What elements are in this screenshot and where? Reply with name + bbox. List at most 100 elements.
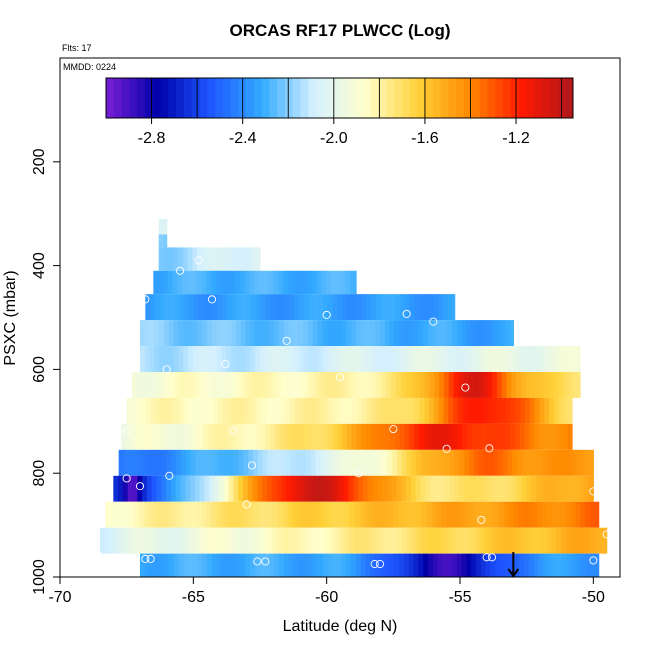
heat-cell <box>287 527 293 554</box>
heat-cell <box>334 449 341 476</box>
heat-cell <box>257 475 263 502</box>
heat-cell <box>250 320 256 347</box>
heat-cell <box>293 553 299 577</box>
heat-cell <box>210 501 217 528</box>
heat-cell <box>482 372 488 398</box>
heat-cell <box>462 397 469 424</box>
heat-cell <box>175 372 181 398</box>
heat-cell <box>248 527 255 554</box>
heat-cell <box>175 475 182 502</box>
heat-cell <box>268 527 274 554</box>
heat-cell <box>531 449 537 476</box>
heat-cell <box>162 527 168 554</box>
heat-cell <box>260 423 266 450</box>
heat-cell <box>302 501 308 528</box>
heat-cell <box>370 423 377 450</box>
heat-cell <box>470 501 476 528</box>
heat-cell <box>376 372 383 398</box>
heat-cell <box>354 501 361 528</box>
heat-cell <box>193 294 199 321</box>
heat-cell <box>207 320 213 347</box>
heat-cell <box>309 397 315 424</box>
heat-cell <box>166 449 173 476</box>
heat-cell <box>201 247 208 271</box>
colorbar-segment <box>401 78 411 118</box>
heat-cell <box>527 501 534 528</box>
heat-cell <box>188 320 194 347</box>
heat-cell <box>373 527 379 554</box>
heat-cell <box>394 320 400 347</box>
colorbar-segment <box>378 78 387 118</box>
heat-cell <box>333 372 339 398</box>
observation-marker <box>589 371 598 380</box>
heat-cell <box>364 527 370 554</box>
heat-cell <box>510 397 517 424</box>
heat-cell <box>529 423 535 450</box>
heat-cell <box>400 372 407 398</box>
heat-cell <box>408 320 415 347</box>
colorbar-segment <box>277 78 286 118</box>
heat-cell <box>351 346 357 372</box>
heat-cell <box>566 501 572 528</box>
heat-cell <box>298 346 304 372</box>
colorbar-segment <box>448 78 457 118</box>
colorbar-segment <box>409 78 418 118</box>
heat-cell <box>224 449 230 476</box>
heat-cell <box>538 553 544 577</box>
heat-cell <box>504 346 511 372</box>
heat-cell <box>549 397 555 424</box>
heat-cell <box>263 270 270 295</box>
heat-cell <box>528 346 535 372</box>
heat-cell <box>262 449 269 476</box>
heat-cell <box>144 346 151 372</box>
heat-cell <box>151 372 157 398</box>
heat-cell <box>270 423 276 450</box>
heat-cell <box>165 372 171 398</box>
x-tick-label: -55 <box>448 589 471 606</box>
heat-cell <box>225 501 231 528</box>
heat-cell <box>510 423 516 450</box>
heat-cell <box>238 475 244 502</box>
heat-cell <box>337 423 343 450</box>
heat-cell <box>356 553 362 577</box>
heat-cell <box>132 475 138 502</box>
heat-cell <box>383 501 390 528</box>
heat-cell <box>332 320 338 347</box>
heat-cell <box>503 501 510 528</box>
heat-cell <box>574 449 581 476</box>
heat-cell <box>382 475 388 502</box>
heat-cell <box>220 527 226 554</box>
heat-cell <box>298 423 305 450</box>
heat-cell <box>140 346 146 372</box>
heat-cell <box>361 423 367 450</box>
heat-cell <box>380 553 386 577</box>
heat-cell <box>181 449 187 476</box>
heat-cell <box>381 397 387 424</box>
heat-cell <box>452 346 458 372</box>
heat-cell <box>210 527 216 554</box>
heat-cell <box>159 346 165 372</box>
heat-cell <box>256 372 263 398</box>
heat-cell <box>486 397 493 424</box>
heat-cell <box>154 346 160 372</box>
heat-cell <box>369 501 375 528</box>
heat-cell <box>273 501 279 528</box>
heat-cell <box>409 423 415 450</box>
heat-cell <box>565 449 571 476</box>
heat-cell <box>202 294 209 321</box>
heat-cell <box>313 294 319 321</box>
heat-cell <box>413 346 419 372</box>
heat-cell <box>376 397 382 424</box>
heat-cell <box>129 501 135 528</box>
heat-cell <box>568 397 573 424</box>
chart-title: ORCAS RF17 PLWCC (Log) <box>230 21 451 40</box>
heat-cell <box>594 501 600 528</box>
heat-cell <box>226 320 232 347</box>
heat-cell <box>228 372 234 398</box>
heat-cell <box>380 423 386 450</box>
heat-cell <box>275 397 281 424</box>
heat-cell <box>550 449 557 476</box>
heat-cell <box>445 527 451 554</box>
heat-cell <box>229 527 235 554</box>
heat-cell <box>205 527 211 554</box>
